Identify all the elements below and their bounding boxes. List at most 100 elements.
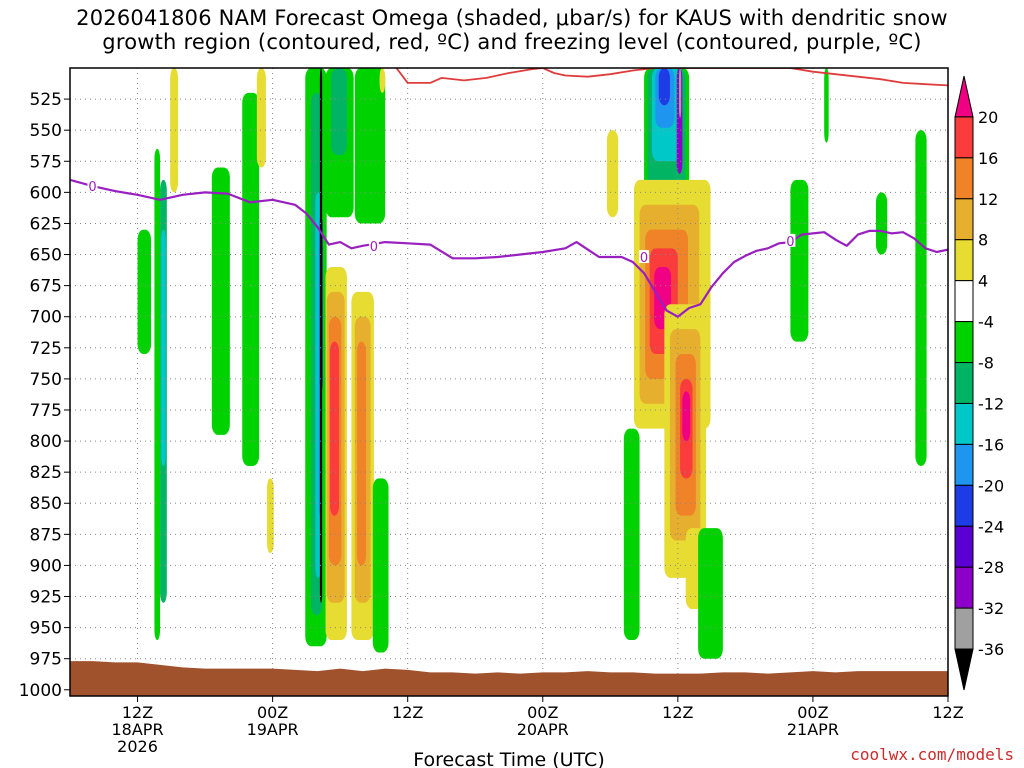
omega-cell-7: [256, 68, 266, 168]
fz-label-bg-3: [785, 233, 796, 247]
title-line-1: 2026041806 NAM Forecast Omega (shaded, μ…: [76, 6, 948, 30]
omega-cell-8: [266, 478, 274, 553]
surface-ground: [70, 661, 948, 696]
colorbar-label-20: 20: [978, 108, 998, 127]
plot-area: [70, 68, 948, 696]
omega-cell-49: [824, 68, 829, 143]
y-tick-label-875: 875: [30, 525, 62, 545]
colorbar-swatch-11: [954, 198, 974, 241]
colorbar-swatch-6: [954, 402, 974, 445]
y-tick-label-1000: 1000: [19, 681, 62, 701]
title-line-2: growth region (contoured, red, ºC) and f…: [102, 30, 922, 54]
colorbar-label--12: -12: [978, 394, 1004, 413]
y-tick-label-575: 575: [30, 152, 62, 172]
fz-label-bg-1: [368, 238, 379, 252]
y-tick-label-850: 850: [30, 494, 62, 514]
contours: [70, 68, 948, 696]
y-tick-label-900: 900: [30, 556, 62, 576]
colorbar-label--24: -24: [978, 517, 1004, 536]
freezing-level-label-1: 0: [370, 240, 378, 255]
y-tick-label-550: 550: [30, 121, 62, 141]
omega-cell-26: [379, 68, 386, 93]
y-tick-label-675: 675: [30, 277, 62, 297]
omega-cell-45: [682, 391, 691, 442]
y-tick-label-650: 650: [30, 246, 62, 266]
omega-cell-57: [991, 273, 1024, 652]
omega-cell-51: [915, 130, 927, 466]
omega-cell-4: [211, 167, 230, 435]
x-tick-label-0-1: 18APR: [111, 720, 163, 739]
contour-labels: 0 0 0 0: [87, 179, 796, 266]
colorbar-label--28: -28: [978, 558, 1004, 577]
omega-cell-28: [623, 428, 640, 641]
fz-label-bg-0: [87, 179, 98, 193]
omega-cell-25: [354, 68, 386, 224]
colorbar-swatch-13: [954, 116, 974, 159]
x-tick-label-1-0: 00Z: [257, 703, 288, 722]
x-tick-label-0-0: 12Z: [122, 703, 153, 722]
freezing-level-contour: [70, 178, 948, 318]
colorbar-swatch-1: [954, 607, 974, 650]
x-tick-label-6-0: 12Z: [932, 703, 963, 722]
y-tick-label-600: 600: [30, 183, 62, 203]
omega-cell-2: [161, 229, 166, 466]
x-tick-label-1-1: 19APR: [247, 720, 299, 739]
plot-frame: [69, 67, 949, 697]
y-tick-label-625: 625: [30, 214, 62, 234]
omega-cell-48: [790, 179, 809, 342]
y-tick-label-725: 725: [30, 339, 62, 359]
fz-label-bg-2: [639, 250, 650, 264]
colorbar-label--36: -36: [978, 640, 1004, 659]
colorbar-swatch-10: [954, 239, 974, 282]
dendritic-growth-contour: [395, 68, 948, 87]
y-tick-label-525: 525: [30, 90, 62, 110]
x-tick-label-3-1: 20APR: [517, 720, 569, 739]
y-tick-label-750: 750: [30, 370, 62, 390]
x-tick-label-2-0: 12Z: [392, 703, 423, 722]
credit-text: coolwx.com/models: [850, 745, 1014, 764]
colorbar-label-4: 4: [978, 272, 988, 291]
x-axis-label: Forecast Time (UTC): [413, 749, 604, 768]
colorbar-label--8: -8: [978, 354, 994, 373]
omega-cell-6: [170, 68, 179, 193]
x-tick-label-4-0: 12Z: [662, 703, 693, 722]
y-tick-label-775: 775: [30, 401, 62, 421]
omega-cell-3: [137, 229, 152, 355]
colorbar: 20 16 12 8 4 -4 -8 -12 -16 -20 -24 -28 -32 -36: [954, 75, 1004, 691]
colorbar-label--4: -4: [978, 313, 994, 332]
omega-cell-27: [606, 130, 619, 218]
colorbar-swatch-5: [954, 443, 974, 486]
omega-cell-16: [331, 68, 347, 156]
colorbar-label--20: -20: [978, 476, 1004, 495]
y-tick-label-800: 800: [30, 432, 62, 452]
x-tick-label-3-0: 00Z: [527, 703, 558, 722]
colorbar-swatch-top: [954, 75, 974, 118]
freezing-level-label-0: 0: [88, 180, 96, 195]
y-tick-label-950: 950: [30, 619, 62, 639]
colorbar-label-16: 16: [978, 149, 998, 168]
colorbar-swatch-7: [954, 362, 974, 404]
y-tick-label-700: 700: [30, 308, 62, 328]
omega-cell-23: [357, 341, 367, 566]
omega-cell-35: [678, 68, 682, 118]
omega-cell-50: [875, 192, 888, 255]
colorbar-swatch-4: [954, 484, 974, 527]
freezing-level-label-3: 0: [786, 235, 794, 250]
colorbar-swatch-8: [954, 321, 974, 364]
y-tick-label-925: 925: [30, 588, 62, 608]
chart-title: 2026041806 NAM Forecast Omega (shaded, μ…: [0, 6, 1024, 54]
omega-cell-14: [319, 68, 323, 603]
colorbar-label--32: -32: [978, 599, 1004, 618]
y-axis: 525 550 575 600 625 650 675 700 725 750 775 800 825 8…: [19, 90, 70, 701]
colorbar-swatch-bottom: [954, 648, 974, 691]
colorbar-swatch-9: [954, 280, 974, 323]
colorbar-swatch-3: [954, 525, 974, 568]
omega-cell-0: [154, 148, 161, 641]
omega-cell-20: [330, 341, 340, 516]
colorbar-swatch-12: [954, 157, 974, 200]
x-tick-label-5-0: 00Z: [797, 703, 828, 722]
colorbar-swatch-2: [954, 566, 974, 609]
y-tick-label-975: 975: [30, 650, 62, 670]
